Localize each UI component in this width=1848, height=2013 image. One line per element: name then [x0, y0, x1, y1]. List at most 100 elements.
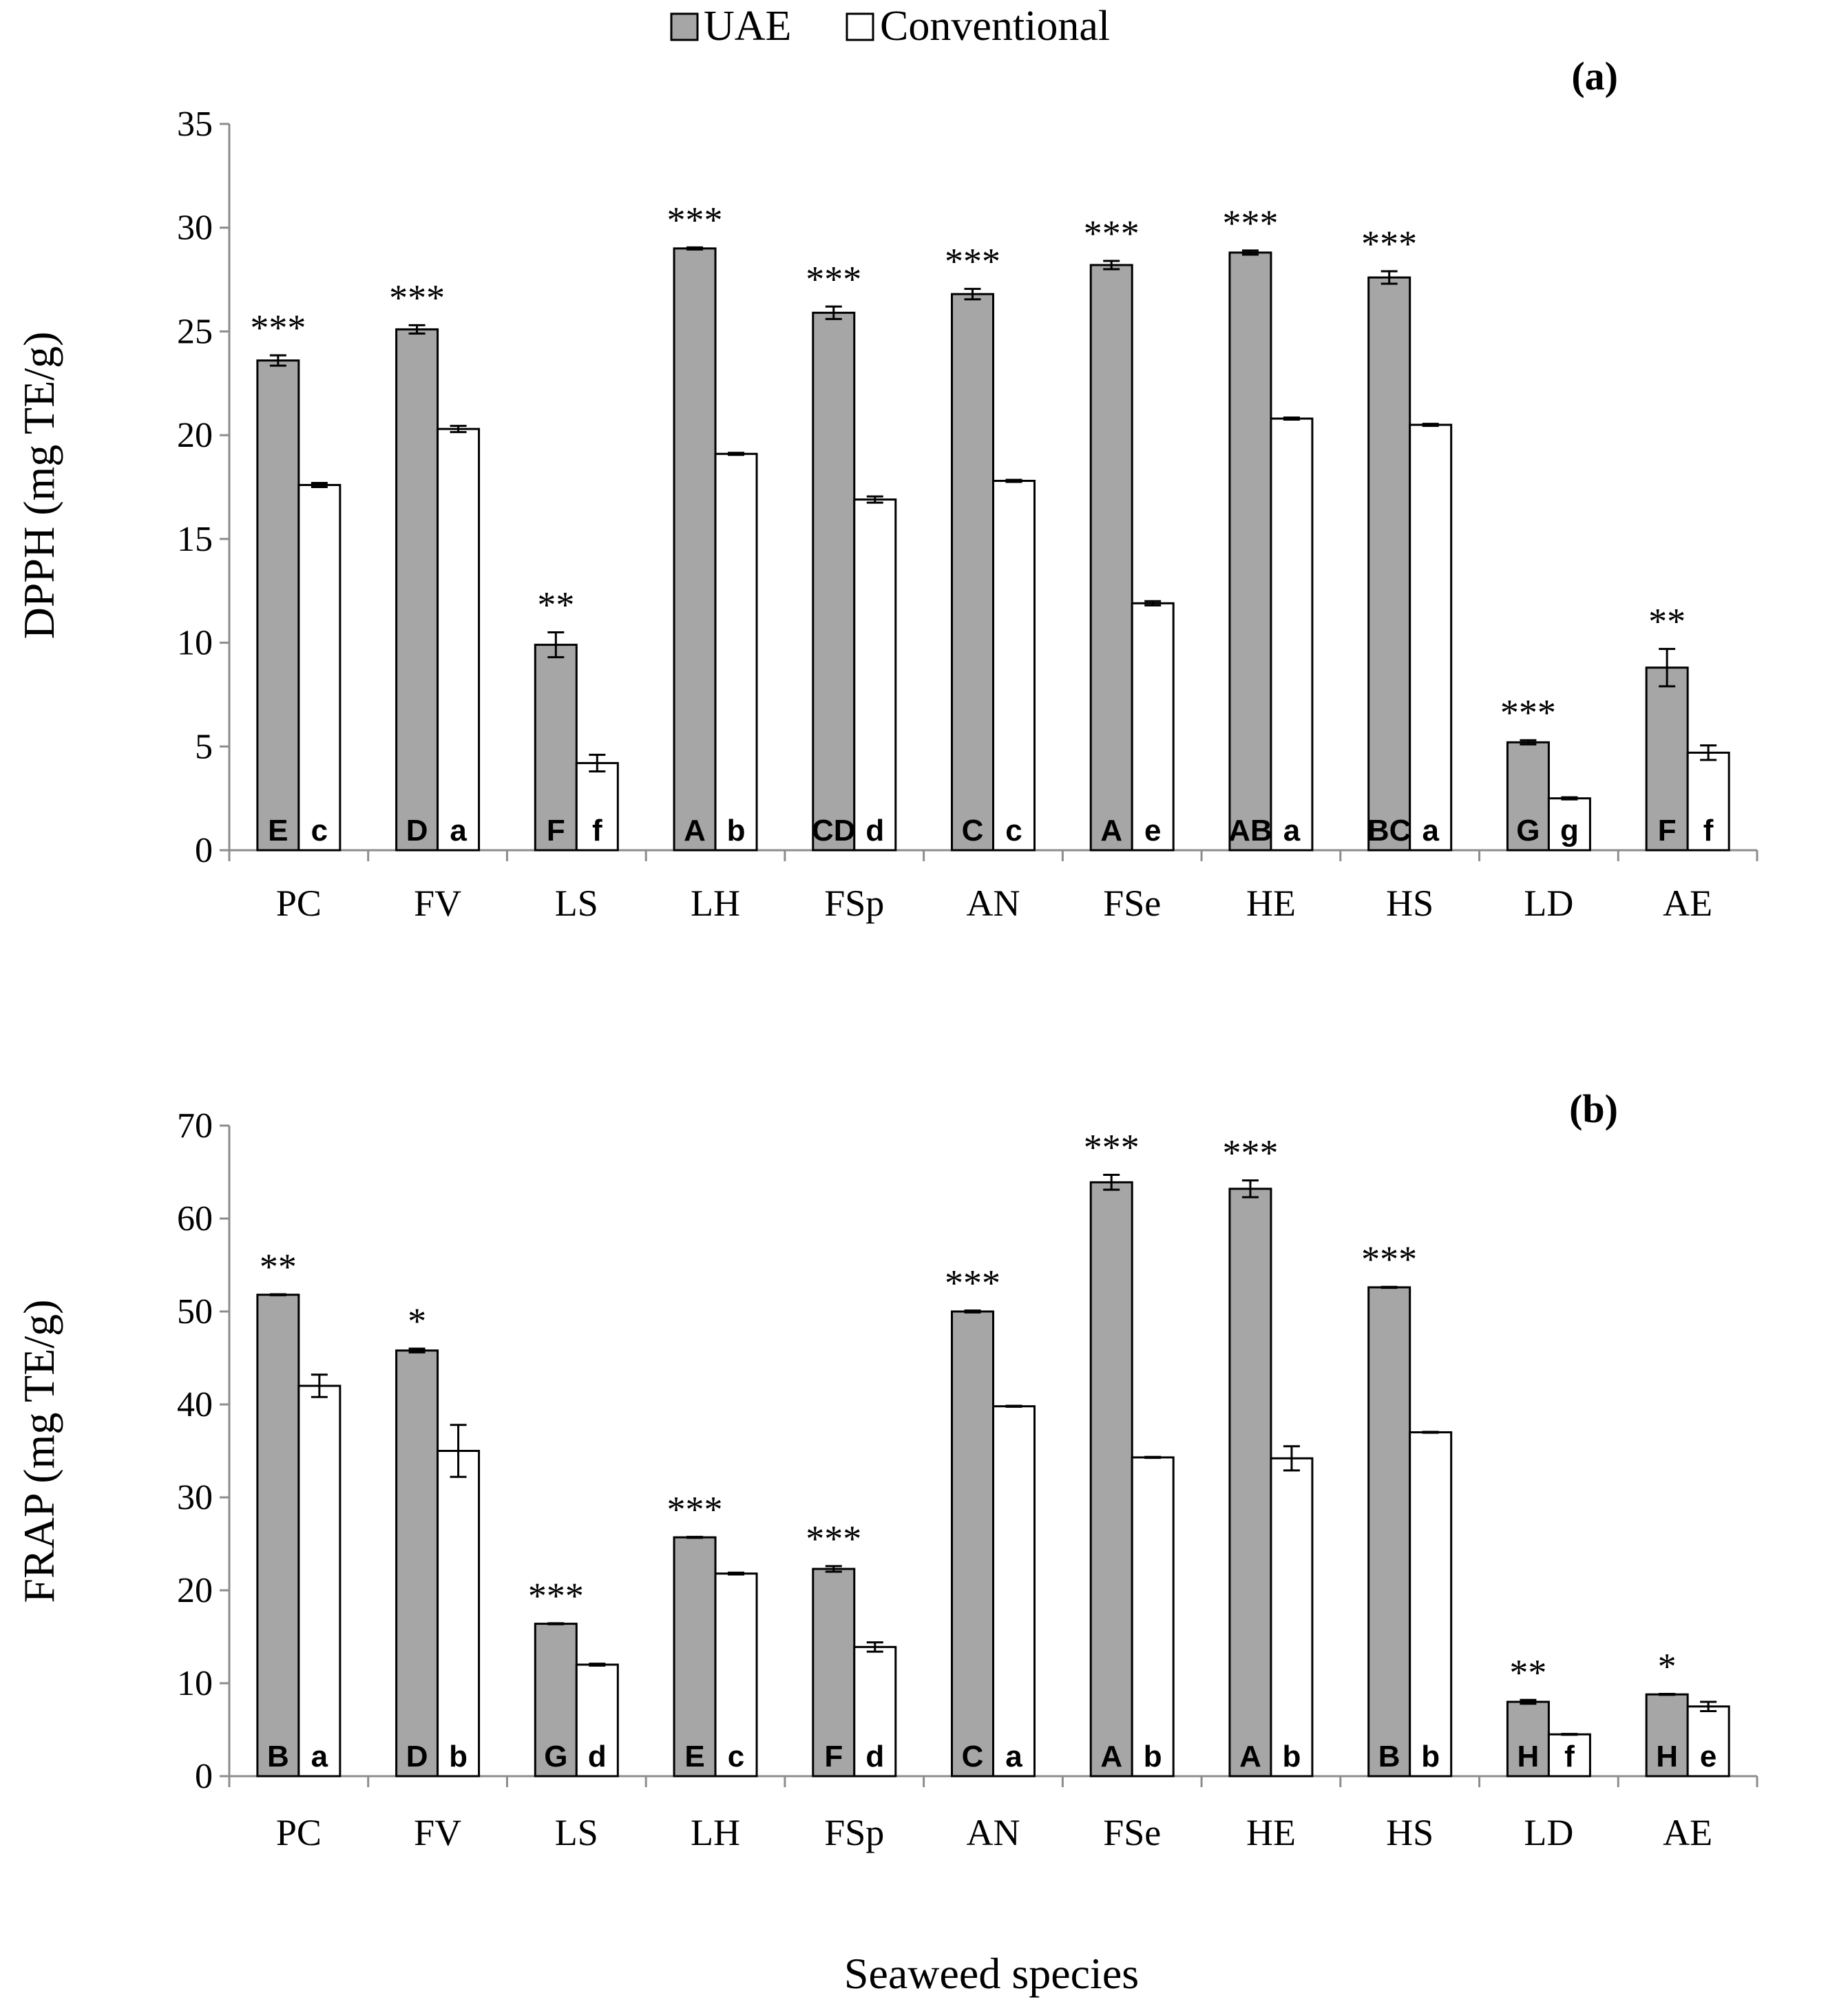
panel-b-category-label-fse: FSe — [1103, 1812, 1161, 1853]
panel-a-error-bar-conventional-ae — [1700, 744, 1717, 761]
panel-b-category-label-an: AN — [967, 1812, 1020, 1853]
panel-b-error-bar-conventional-ls — [589, 1663, 606, 1667]
panel-b-significance-ld: ** — [1509, 1652, 1546, 1693]
panel-a-error-bar-uae-fsp — [825, 305, 842, 320]
panel-a-bars — [256, 247, 1730, 852]
panel-b-y-tick-label: 20 — [177, 1571, 213, 1610]
legend-swatch-uae — [670, 12, 699, 41]
panel-a-y-tick-label: 15 — [177, 520, 213, 559]
panel-a-significance-lh: *** — [667, 199, 723, 240]
panel-a-letter-conventional-ld: g — [1560, 814, 1579, 847]
panel-b-significance-hs: *** — [1361, 1239, 1417, 1280]
panel-a-letter-conventional-hs: a — [1422, 814, 1439, 847]
panel-b-error-bar-uae-ls — [547, 1622, 565, 1625]
panel-a-letter-conventional-fv: a — [450, 814, 467, 847]
panel-b-bar-uae-lh — [673, 1536, 717, 1778]
panel-a-error-bar-conventional-ls — [589, 753, 606, 772]
panel-b-letter-uae-ae: H — [1656, 1740, 1678, 1773]
panel-a-error-bar-conventional-fsp — [866, 495, 883, 504]
panel-b-category-label-ae: AE — [1663, 1812, 1712, 1853]
panel-a-bar-conventional-hs — [1409, 423, 1453, 852]
panel-b-bars — [256, 1181, 1730, 1778]
legend-swatch-conventional — [846, 12, 874, 41]
panel-a-error-bar-uae-ae — [1659, 648, 1676, 688]
panel-b-letter-conventional-hs: b — [1421, 1740, 1440, 1773]
panel-a-category-label-ae: AE — [1663, 883, 1712, 924]
panel-a-letter-conventional-an: c — [1005, 814, 1022, 847]
panel-a-letter-uae-hs: BC — [1367, 814, 1411, 847]
panel-b-significance-fse: *** — [1084, 1127, 1140, 1168]
panel-b-significance-fv: * — [408, 1300, 426, 1342]
legend-label-uae: UAE — [704, 3, 791, 50]
panel-a-letter-conventional-he: a — [1283, 814, 1301, 847]
panel-a-error-bar-uae-an — [964, 288, 981, 301]
panel-b-category-label-hs: HS — [1386, 1812, 1434, 1853]
panel-b-category-label-ld: LD — [1524, 1812, 1573, 1853]
panel-a-bar-uae-pc — [256, 359, 300, 852]
panel-b-letter-conventional-fse: b — [1144, 1740, 1162, 1773]
panel-a-label: (a) — [1571, 54, 1618, 98]
panel-a-letter-conventional-lh: b — [727, 814, 746, 847]
panel-a-bar-conventional-pc — [297, 483, 342, 852]
panel-b-letter-uae-fse: A — [1100, 1740, 1122, 1773]
panel-a-error-bar-uae-ls — [547, 631, 565, 659]
panel-b-letter-uae-ld: H — [1518, 1740, 1540, 1773]
panel-a-error-bar-uae-pc — [269, 354, 286, 367]
panel-a-letter-uae-pc: E — [268, 814, 288, 847]
panel-b-bar-conventional-an — [992, 1405, 1036, 1778]
panel-a-significance-fse: *** — [1084, 213, 1140, 254]
panel-a-category-label-ld: LD — [1524, 883, 1573, 924]
panel-b-y-tick-label: 30 — [177, 1478, 213, 1517]
panel-a-significance-he: *** — [1222, 202, 1278, 244]
panel-b-letter-conventional-ls: d — [588, 1740, 607, 1773]
panel-b-error-bar-conventional-fv — [450, 1424, 467, 1478]
panel-b-bar-uae-fv — [395, 1349, 439, 1778]
panel-b-category-labels: PC FV LS LH FSp AN FSe HE HS LD AE — [276, 1812, 1712, 1853]
panel-a-bar-conventional-fse — [1131, 602, 1175, 852]
panel-a-significance-ld: *** — [1500, 692, 1556, 733]
panel-a-letter-uae-lh: A — [684, 814, 706, 847]
panel-b-bar-conventional-fv — [437, 1450, 481, 1778]
panel-b-error-bar-conventional-fsp — [866, 1641, 883, 1653]
panel-b-y-tick-label: 50 — [177, 1292, 213, 1331]
panel-b-bar-uae-hs — [1367, 1286, 1411, 1778]
panel-b-y-tick-label: 40 — [177, 1385, 213, 1424]
panel-b-letter-uae-pc: B — [267, 1740, 289, 1773]
panel-b-error-bar-uae-ae — [1659, 1693, 1676, 1696]
panel-a-error-bar-conventional-an — [1005, 478, 1022, 483]
panel-b-significance-he: *** — [1222, 1132, 1278, 1174]
panel-b-error-bar-conventional-hs — [1422, 1431, 1439, 1434]
panel-b-bar-conventional-fse — [1131, 1456, 1175, 1778]
panel-a-error-bar-uae-he — [1241, 249, 1259, 256]
panel-b-category-label-fv: FV — [414, 1812, 461, 1853]
panel-b-bar-uae-fse — [1089, 1181, 1133, 1778]
panel-b-label: (b) — [1569, 1086, 1618, 1131]
panel-a-y-tick-label: 35 — [177, 105, 213, 144]
panel-a-bar-conventional-ld — [1547, 797, 1591, 852]
panel-b-error-bar-conventional-lh — [728, 1571, 745, 1576]
panel-a-error-bar-uae-lh — [686, 246, 704, 251]
panel-a-category-label-lh: LH — [691, 883, 740, 924]
panel-a-category-label-ls: LS — [555, 883, 598, 924]
panel-b-bar-uae-ae — [1645, 1693, 1689, 1778]
panel-b-bar-conventional-he — [1270, 1457, 1314, 1778]
panel-a-letter-uae-he: AB — [1228, 814, 1272, 847]
panel-b-bar-conventional-ls — [575, 1663, 619, 1778]
legend: UAE Conventional — [670, 3, 1110, 50]
panel-b-category-label-he: HE — [1246, 1812, 1296, 1853]
panel-a-error-bar-conventional-fv — [450, 425, 467, 434]
panel-b-letter-conventional-ld: f — [1564, 1740, 1575, 1773]
panel-a-y-ticks: 0 5 10 15 20 25 30 35 — [177, 105, 1758, 870]
panel-b-significance-ae: * — [1658, 1646, 1677, 1687]
panel-a-significance-pc: *** — [250, 307, 306, 348]
x-axis-title: Seaweed species — [844, 1949, 1139, 1998]
panel-b-significance-an: *** — [945, 1263, 1000, 1304]
panel-a-letter-conventional-fsp: d — [865, 814, 884, 847]
panel-b-bar-uae-an — [951, 1310, 994, 1778]
panel-b-y-tick-label: 10 — [177, 1664, 213, 1703]
panel-b-significance-ls: *** — [528, 1575, 584, 1616]
panel-a-bar-uae-an — [951, 293, 994, 852]
panel-a-category-label-he: HE — [1246, 883, 1296, 924]
panel-b-significance-pc: ** — [260, 1246, 297, 1287]
